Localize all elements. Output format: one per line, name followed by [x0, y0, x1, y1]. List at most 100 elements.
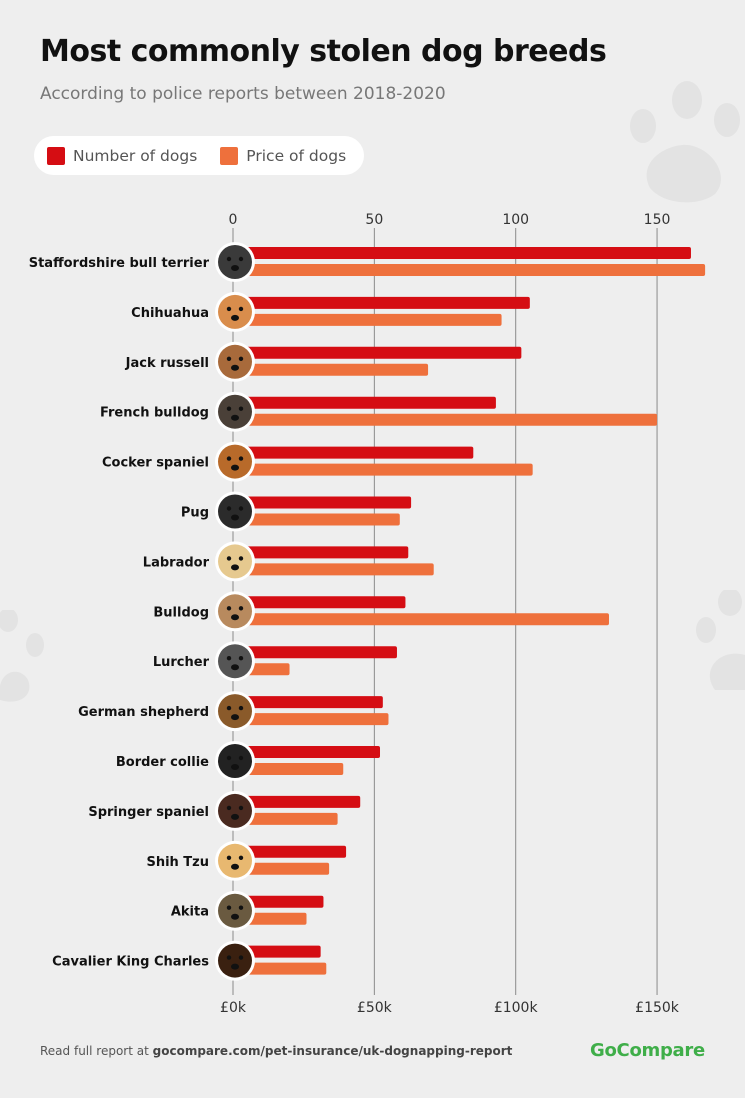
dog-nose-icon: [231, 364, 239, 371]
bar-number-of-dogs: [233, 446, 474, 459]
dog-icon: [218, 444, 252, 479]
bottom-tick-label: £150k: [635, 1000, 680, 1016]
category-label: Staffordshire bull terrier: [29, 256, 210, 271]
dog-icon: [218, 744, 252, 778]
dog-eye-icon: [226, 905, 232, 910]
bar-price-of-dogs: [233, 563, 434, 576]
dog-icon: [218, 245, 252, 279]
dog-eye-icon: [238, 755, 244, 761]
dog-eye-icon: [238, 606, 244, 611]
bar-price-of-dogs: [233, 862, 330, 875]
dog-nose-icon: [231, 464, 239, 471]
bar-number-of-dogs: [233, 496, 412, 509]
dog-eye-icon: [238, 905, 244, 910]
dog-eye-icon: [226, 705, 232, 711]
category-label: German shepherd: [78, 705, 209, 720]
dog-icon: [218, 793, 252, 828]
bar-number-of-dogs: [233, 646, 397, 659]
bar-price-of-dogs: [233, 313, 502, 326]
paw-print-icon: [630, 81, 740, 203]
dog-eye-icon: [226, 606, 232, 611]
dog-eye-icon: [226, 406, 232, 411]
dog-icon: [218, 494, 252, 529]
paw-print-icon: [0, 610, 44, 702]
dog-icon: [218, 893, 252, 928]
dog-eye-icon: [238, 805, 244, 811]
bar-number-of-dogs: [233, 396, 496, 409]
bar-number-of-dogs: [233, 247, 691, 259]
dog-icon: [218, 594, 252, 629]
category-label: Jack russell: [125, 356, 209, 371]
category-label: Lurcher: [153, 655, 210, 670]
dog-nose-icon: [231, 564, 239, 571]
chart-title: Most commonly stolen dog breeds: [40, 34, 607, 69]
bar-price-of-dogs: [233, 812, 338, 825]
legend-item-price: Price of dogs: [220, 146, 347, 165]
paw-print-icon: [696, 590, 745, 690]
chart-subtitle: According to police reports between 2018…: [40, 84, 446, 104]
dog-nose-icon: [231, 714, 239, 721]
dog-nose-icon: [231, 314, 239, 321]
dog-icon: [218, 544, 252, 579]
category-label: Springer spaniel: [88, 805, 209, 820]
dog-eye-icon: [226, 506, 232, 511]
footer-note: Read full report at gocompare.com/pet-in…: [40, 1044, 512, 1058]
dog-nose-icon: [231, 813, 239, 820]
dog-icon: [218, 644, 252, 679]
dog-icon: [218, 394, 252, 429]
bar-number-of-dogs: [233, 546, 409, 559]
bar-price-of-dogs: [233, 463, 533, 476]
dog-eye-icon: [226, 805, 232, 811]
bar-price-of-dogs: [233, 513, 400, 526]
bar-price-of-dogs: [233, 613, 609, 626]
bar-number-of-dogs: [233, 746, 381, 758]
dog-eye-icon: [226, 955, 232, 960]
bar-price-of-dogs: [233, 363, 429, 376]
legend-label-price: Price of dogs: [246, 146, 347, 165]
category-label: Chihuahua: [131, 306, 209, 321]
dog-nose-icon: [231, 614, 239, 621]
footer-prefix: Read full report at: [40, 1044, 153, 1058]
dog-eye-icon: [226, 306, 232, 312]
bottom-tick-label: £0k: [220, 1000, 247, 1016]
dog-eye-icon: [238, 306, 244, 312]
dog-icon: [218, 843, 252, 878]
top-tick-label: 100: [502, 212, 529, 228]
bar-number-of-dogs: [233, 596, 406, 609]
bar-number-of-dogs: [233, 895, 324, 908]
category-label: Cocker spaniel: [102, 456, 209, 471]
dog-eye-icon: [238, 256, 244, 262]
legend-label-number: Number of dogs: [73, 146, 198, 165]
dog-nose-icon: [231, 664, 239, 671]
top-tick-label: 150: [644, 212, 671, 228]
bar-number-of-dogs: [233, 845, 347, 858]
dog-eye-icon: [226, 356, 232, 361]
top-tick-label: 50: [365, 212, 383, 228]
category-label: Shih Tzu: [146, 855, 209, 870]
category-label: Pug: [181, 506, 209, 521]
category-label: French bulldog: [100, 406, 209, 421]
dog-eye-icon: [226, 256, 232, 262]
brand-logo: GoCompare: [590, 1040, 705, 1061]
bar-price-of-dogs: [233, 962, 327, 975]
dog-eye-icon: [238, 406, 244, 411]
report-link[interactable]: gocompare.com/pet-insurance/uk-dognappin…: [152, 1044, 513, 1058]
dog-eye-icon: [238, 705, 244, 711]
legend-item-number: Number of dogs: [47, 146, 198, 165]
dog-nose-icon: [231, 414, 239, 421]
bar-number-of-dogs: [233, 346, 522, 359]
dog-icon: [218, 694, 252, 729]
dog-eye-icon: [226, 456, 232, 461]
dog-eye-icon: [226, 656, 232, 661]
dog-nose-icon: [231, 514, 239, 521]
top-tick-label: 0: [229, 212, 238, 228]
dog-icon: [218, 294, 252, 329]
bar-number-of-dogs: [233, 945, 321, 958]
dog-eye-icon: [238, 955, 244, 960]
bar-price-of-dogs: [233, 763, 344, 775]
dog-eye-icon: [238, 855, 244, 860]
dog-nose-icon: [231, 265, 239, 271]
bottom-tick-label: £50k: [357, 1000, 393, 1016]
dog-nose-icon: [231, 764, 239, 770]
